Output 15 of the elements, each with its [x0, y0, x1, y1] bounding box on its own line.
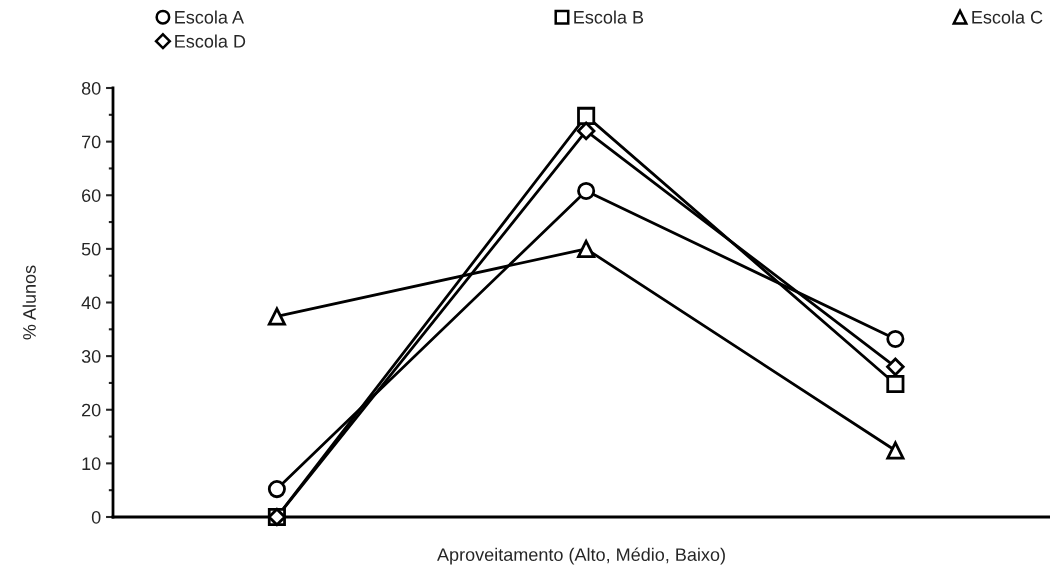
- legend-label: Escola A: [175, 10, 244, 24]
- legend-label: Escola D: [175, 34, 246, 48]
- y-axis-title: % Alunos: [22, 265, 36, 340]
- y-tick-label: 70: [82, 135, 101, 149]
- y-tick-label: 10: [82, 457, 101, 471]
- y-tick-label: 50: [81, 242, 101, 256]
- x-axis-title: Aproveitamento (Alto, Médio, Baixo): [437, 547, 725, 565]
- y-tick-label: 30: [81, 350, 101, 363]
- legend-label: Escola C: [972, 10, 1043, 24]
- y-tick-label: 40: [81, 296, 101, 310]
- legend-label: Escola B: [574, 10, 644, 24]
- y-tick-label: 80: [81, 81, 101, 95]
- y-tick-label: 0: [91, 510, 101, 524]
- y-tick-label: 20: [82, 403, 101, 417]
- y-tick-label: 60: [82, 189, 101, 202]
